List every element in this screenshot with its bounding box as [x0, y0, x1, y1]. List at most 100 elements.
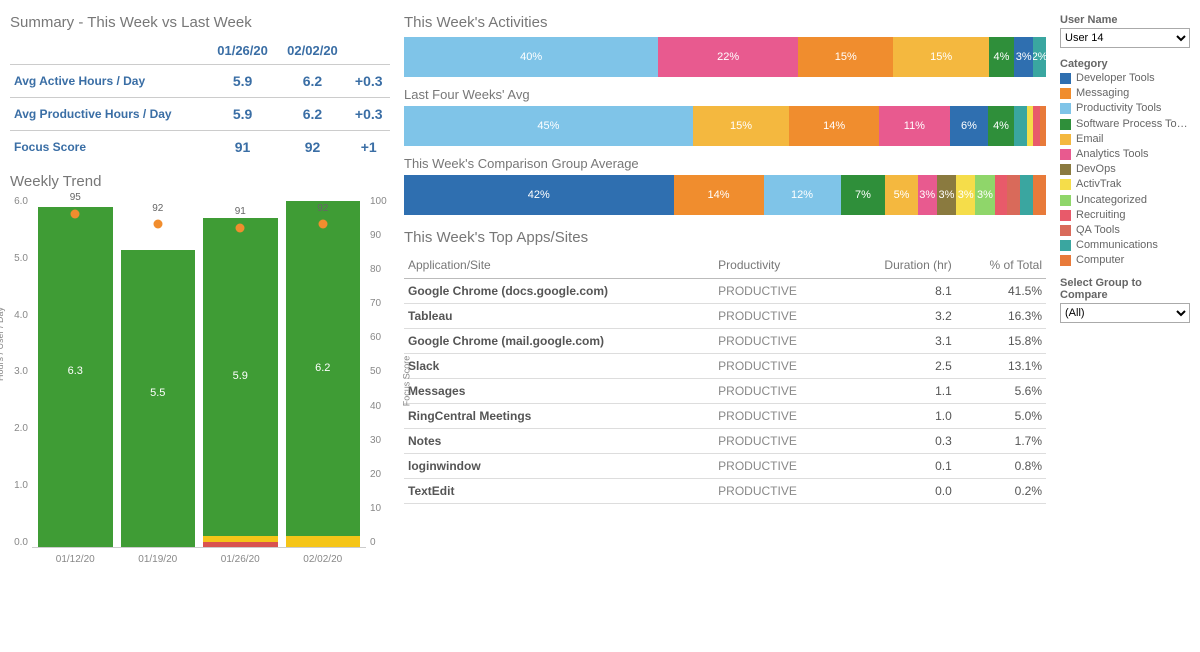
legend-swatch: [1060, 240, 1071, 251]
activity-segment: 14%: [674, 175, 764, 215]
table-row: Google Chrome (mail.google.com)PRODUCTIV…: [404, 329, 1046, 354]
table-row: MessagesPRODUCTIVE1.15.6%: [404, 379, 1046, 404]
focus-dot: [71, 209, 80, 218]
summary-v1: 91: [208, 131, 278, 164]
activity-segment: 3%: [975, 175, 994, 215]
table-row: loginwindowPRODUCTIVE0.10.8%: [404, 454, 1046, 479]
summary-col1: 01/26/20: [208, 37, 278, 65]
legend-item[interactable]: Developer Tools: [1060, 72, 1190, 85]
summary-row-label: Focus Score: [10, 131, 208, 164]
summary-v2: 92: [278, 131, 348, 164]
legend-swatch: [1060, 164, 1071, 175]
col-pct: % of Total: [956, 252, 1046, 279]
y-left-label: Hours / User / Day: [0, 307, 5, 381]
category-legend: Developer Tools Messaging Productivity Too…: [1060, 72, 1190, 267]
focus-dot: [153, 220, 162, 229]
summary-col2: 02/02/20: [278, 37, 348, 65]
table-row: Google Chrome (docs.google.com)PRODUCTIV…: [404, 279, 1046, 304]
legend-label: Productivity Tools: [1076, 102, 1161, 115]
top-apps-table: Application/Site Productivity Duration (…: [404, 252, 1046, 504]
legend-label: Developer Tools: [1076, 72, 1155, 85]
col-prod: Productivity: [714, 252, 843, 279]
trend-bar: 5.592: [121, 196, 196, 547]
summary-delta: +1: [347, 131, 390, 164]
summary-table: Summary - This Week vs Last Week 01/26/2…: [10, 14, 390, 163]
legend-label: Analytics Tools: [1076, 148, 1149, 161]
legend-item[interactable]: Recruiting: [1060, 209, 1190, 222]
activity-segment: [1014, 106, 1027, 146]
activity-segment: [1007, 175, 1020, 215]
legend-label: Email: [1076, 133, 1104, 146]
activity-segment: [1033, 175, 1046, 215]
legend-item[interactable]: Uncategorized: [1060, 194, 1190, 207]
focus-dot: [318, 220, 327, 229]
legend-label: Communications: [1076, 239, 1158, 252]
legend-item[interactable]: Messaging: [1060, 87, 1190, 100]
legend-item[interactable]: DevOps: [1060, 163, 1190, 176]
activity-segment: 7%: [841, 175, 886, 215]
group-select[interactable]: (All): [1060, 303, 1190, 323]
table-row: TextEditPRODUCTIVE0.00.2%: [404, 479, 1046, 504]
summary-row-label: Avg Active Hours / Day: [10, 65, 208, 98]
activity-segment: 42%: [404, 175, 674, 215]
legend-item[interactable]: Analytics Tools: [1060, 148, 1190, 161]
trend-bar: 5.991: [203, 196, 278, 547]
activity-segment: 22%: [658, 37, 798, 77]
legend-label: ActivTrak: [1076, 178, 1121, 191]
activity-segment: 6%: [950, 106, 989, 146]
activity-segment: 15%: [798, 37, 893, 77]
legend-swatch: [1060, 225, 1071, 236]
y-right-label: Focus Score: [402, 356, 412, 407]
group-avg-title: This Week's Comparison Group Average: [404, 156, 1046, 171]
activity-segment: 5%: [885, 175, 917, 215]
activity-segment: 14%: [789, 106, 879, 146]
summary-v2: 6.2: [278, 98, 348, 131]
legend-label: QA Tools: [1076, 224, 1120, 237]
activities-this-week-bar: 40%22%15%15%4%3%2%: [404, 37, 1046, 77]
top-apps-title: This Week's Top Apps/Sites: [404, 229, 1046, 246]
group-select-label: Select Group to Compare: [1060, 277, 1190, 301]
table-row: TableauPRODUCTIVE3.216.3%: [404, 304, 1046, 329]
legend-item[interactable]: Communications: [1060, 239, 1190, 252]
activity-segment: [995, 175, 1008, 215]
legend-swatch: [1060, 179, 1071, 190]
legend-label: Recruiting: [1076, 209, 1126, 222]
summary-v1: 5.9: [208, 98, 278, 131]
activity-segment: 3%: [1014, 37, 1033, 77]
summary-row-label: Avg Productive Hours / Day: [10, 98, 208, 131]
legend-swatch: [1060, 149, 1071, 160]
table-row: RingCentral MeetingsPRODUCTIVE1.05.0%: [404, 404, 1046, 429]
category-label: Category: [1060, 58, 1190, 70]
legend-label: Messaging: [1076, 87, 1129, 100]
activities-title: This Week's Activities: [404, 14, 1046, 31]
activity-segment: 15%: [893, 37, 988, 77]
activity-segment: 11%: [879, 106, 950, 146]
legend-item[interactable]: Email: [1060, 133, 1190, 146]
user-name-select[interactable]: User 14: [1060, 28, 1190, 48]
legend-label: Computer: [1076, 254, 1124, 267]
trend-bar: 6.395: [38, 196, 113, 547]
col-app: Application/Site: [404, 252, 714, 279]
activity-segment: 3%: [956, 175, 975, 215]
legend-item[interactable]: ActivTrak: [1060, 178, 1190, 191]
legend-swatch: [1060, 119, 1071, 130]
user-name-label: User Name: [1060, 14, 1190, 26]
legend-item[interactable]: Computer: [1060, 254, 1190, 267]
legend-item[interactable]: Productivity Tools: [1060, 102, 1190, 115]
activity-segment: [1040, 106, 1046, 146]
legend-label: Uncategorized: [1076, 194, 1147, 207]
summary-v2: 6.2: [278, 65, 348, 98]
col-dur: Duration (hr): [843, 252, 955, 279]
activity-segment: 3%: [937, 175, 956, 215]
legend-swatch: [1060, 195, 1071, 206]
trend-title: Weekly Trend: [10, 173, 390, 190]
four-week-title: Last Four Weeks' Avg: [404, 87, 1046, 102]
legend-item[interactable]: QA Tools: [1060, 224, 1190, 237]
legend-label: DevOps: [1076, 163, 1116, 176]
activity-segment: 4%: [988, 106, 1014, 146]
legend-swatch: [1060, 134, 1071, 145]
activity-segment: 4%: [989, 37, 1014, 77]
legend-label: Software Process To…: [1076, 118, 1188, 131]
legend-swatch: [1060, 73, 1071, 84]
legend-item[interactable]: Software Process To…: [1060, 118, 1190, 131]
